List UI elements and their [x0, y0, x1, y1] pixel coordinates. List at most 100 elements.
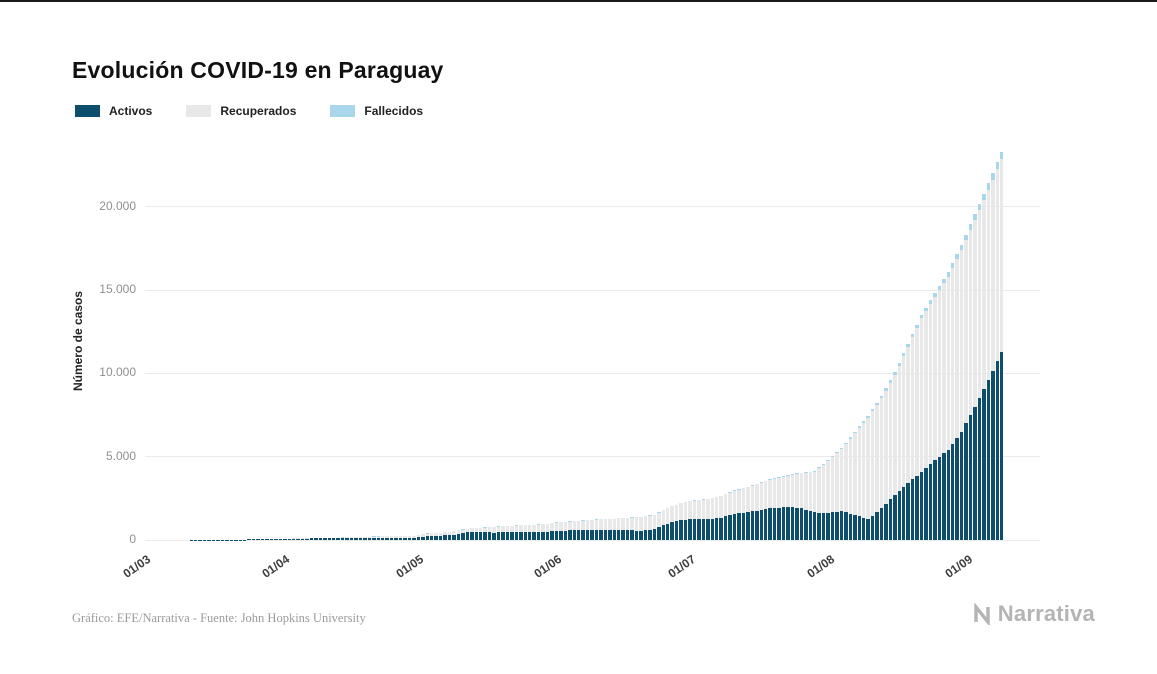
bar: [287, 145, 291, 540]
bar: [470, 145, 474, 540]
bar: [149, 145, 153, 540]
x-tick-label: 01/09: [942, 552, 976, 581]
bar: [167, 145, 171, 540]
bar: [674, 145, 679, 540]
bar: [928, 145, 933, 540]
bar: [336, 145, 340, 540]
bar: [145, 145, 149, 540]
bar: [835, 145, 839, 540]
bar: [492, 145, 496, 540]
bar: [274, 145, 278, 540]
x-tick-label: 01/07: [665, 552, 699, 581]
bar: [884, 145, 888, 540]
stacked-bars: [145, 145, 1004, 540]
bar: [795, 145, 799, 540]
bar: [679, 145, 683, 540]
bar: [465, 145, 470, 540]
narrativa-logo: Narrativa: [973, 601, 1095, 627]
bar: [870, 145, 875, 540]
bar: [225, 145, 229, 540]
bar: [786, 145, 790, 540]
bar: [193, 145, 198, 540]
bar: [416, 145, 421, 540]
bar: [959, 145, 964, 540]
bar: [202, 145, 207, 540]
bar: [381, 145, 385, 540]
bar: [732, 145, 737, 540]
bar: [893, 145, 897, 540]
bar: [982, 145, 986, 540]
bar: [394, 145, 398, 540]
y-tick-label: 15.000: [99, 282, 136, 296]
bar: [804, 145, 808, 540]
bar: [358, 145, 363, 540]
bar: [269, 145, 274, 540]
bar: [372, 145, 376, 540]
bar: [256, 145, 260, 540]
x-tick-label: 01/05: [392, 552, 426, 581]
activos-swatch: [75, 105, 100, 117]
gridline: [145, 289, 1040, 291]
bar: [171, 145, 176, 540]
bar: [220, 145, 225, 540]
bar: [185, 145, 189, 540]
bar: [211, 145, 216, 540]
bar: [763, 145, 768, 540]
bar: [229, 145, 234, 540]
bar: [937, 145, 942, 540]
bar: [456, 145, 461, 540]
bar: [327, 145, 332, 540]
bar: [861, 145, 866, 540]
bar: [973, 145, 977, 540]
bar: [977, 145, 982, 540]
bar: [438, 145, 443, 540]
bar: [403, 145, 407, 540]
bar: [527, 145, 532, 540]
bar: [314, 145, 318, 540]
bar: [251, 145, 256, 540]
bar: [545, 145, 550, 540]
bar: [768, 145, 772, 540]
bar: [581, 145, 585, 540]
bar: [501, 145, 505, 540]
bar: [594, 145, 599, 540]
bar: [919, 145, 924, 540]
legend-label-fallecidos: Fallecidos: [364, 104, 424, 118]
bar: [750, 145, 755, 540]
x-tick-label: 01/04: [258, 552, 292, 581]
gridline: [145, 456, 1040, 458]
bar: [701, 145, 706, 540]
bar: [643, 145, 648, 540]
bar: [496, 145, 501, 540]
bar: [367, 145, 372, 540]
bar: [242, 145, 247, 540]
bar: [260, 145, 265, 540]
bar: [510, 145, 514, 540]
bar: [848, 145, 853, 540]
y-axis-label: Número de casos: [71, 290, 85, 392]
bar: [572, 145, 576, 540]
bar: [991, 145, 995, 540]
bar: [639, 145, 643, 540]
bar: [910, 145, 915, 540]
bar: [670, 145, 674, 540]
bar: [430, 145, 434, 540]
bar: [826, 145, 830, 540]
bar: [777, 145, 781, 540]
bar: [216, 145, 220, 540]
bar: [955, 145, 959, 540]
bar: [478, 145, 483, 540]
y-tick-label: 10.000: [99, 365, 136, 380]
bar: [715, 145, 719, 540]
bar: [541, 145, 545, 540]
bar: [683, 145, 688, 540]
bar: [853, 145, 857, 540]
bar: [576, 145, 581, 540]
bar: [1000, 145, 1004, 540]
bar: [755, 145, 759, 540]
bar: [964, 145, 968, 540]
bar: [866, 145, 870, 540]
bar: [305, 145, 309, 540]
bar: [443, 145, 447, 540]
